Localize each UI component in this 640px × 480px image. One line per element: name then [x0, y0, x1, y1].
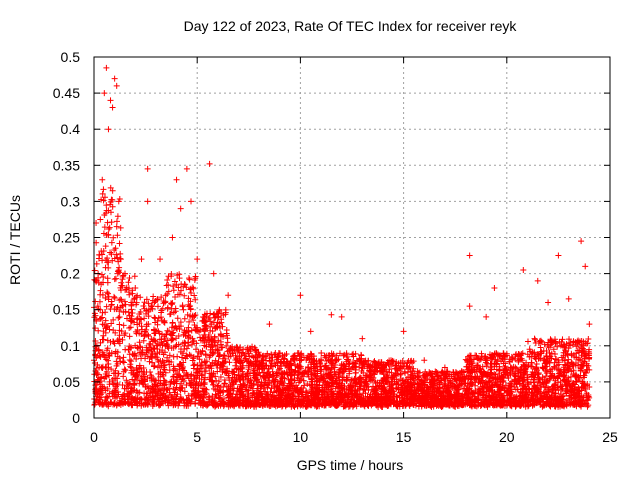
- data-point: [584, 403, 591, 410]
- data-point: [114, 232, 121, 239]
- data-point: [212, 339, 219, 346]
- data-point: [225, 292, 232, 299]
- data-point: [128, 358, 135, 365]
- data-points: [91, 64, 593, 411]
- data-point: [119, 358, 126, 365]
- data-point: [108, 366, 115, 373]
- data-point: [307, 328, 314, 335]
- data-point: [105, 126, 112, 133]
- data-point: [109, 104, 116, 111]
- data-point: [107, 97, 114, 104]
- data-point: [400, 328, 407, 335]
- data-point: [550, 346, 557, 353]
- data-point: [212, 373, 219, 380]
- data-point: [586, 321, 593, 328]
- data-point: [128, 364, 135, 371]
- data-point: [176, 275, 183, 282]
- data-point: [215, 346, 222, 353]
- data-point: [578, 238, 585, 245]
- data-point: [169, 234, 176, 241]
- data-point: [186, 276, 193, 283]
- data-point: [520, 266, 527, 273]
- data-point: [338, 313, 345, 320]
- data-point: [173, 176, 180, 183]
- data-point: [144, 198, 151, 205]
- data-point: [565, 295, 572, 302]
- data-point: [421, 357, 428, 364]
- data-point: [111, 75, 118, 82]
- data-point: [181, 292, 188, 299]
- data-point: [177, 205, 184, 212]
- data-point: [478, 350, 485, 357]
- data-point: [266, 321, 273, 328]
- data-point: [185, 392, 192, 399]
- data-point: [582, 263, 589, 270]
- data-point: [145, 300, 152, 307]
- data-point: [441, 364, 448, 371]
- data-point: [524, 338, 531, 345]
- data-point: [545, 299, 552, 306]
- data-point: [101, 90, 108, 97]
- data-point: [304, 381, 311, 388]
- data-point: [206, 354, 213, 361]
- data-point: [194, 256, 201, 263]
- data-point: [95, 305, 102, 312]
- data-point: [301, 382, 308, 389]
- data-point: [157, 256, 164, 263]
- data-point: [483, 313, 490, 320]
- data-point: [108, 320, 115, 327]
- data-point: [138, 256, 145, 263]
- data-point: [108, 239, 115, 246]
- data-point: [211, 314, 218, 321]
- data-point: [554, 343, 561, 350]
- data-point: [297, 292, 304, 299]
- data-point: [150, 293, 157, 300]
- data-point: [555, 252, 562, 259]
- data-point: [102, 243, 109, 250]
- data-point: [160, 372, 167, 379]
- data-point: [359, 335, 366, 342]
- data-point: [197, 334, 204, 341]
- data-point: [183, 165, 190, 172]
- data-point: [214, 368, 221, 375]
- data-point: [99, 176, 106, 183]
- data-point: [158, 294, 165, 301]
- data-point: [103, 64, 110, 71]
- data-point: [169, 373, 176, 380]
- data-point: [528, 353, 535, 360]
- data-point: [141, 315, 148, 322]
- data-point: [103, 303, 110, 310]
- data-point: [534, 277, 541, 284]
- data-point: [113, 218, 120, 225]
- data-point: [246, 353, 253, 360]
- data-point: [169, 299, 176, 306]
- data-point: [210, 270, 217, 277]
- data-point: [215, 337, 222, 344]
- data-point: [466, 303, 473, 310]
- data-point: [188, 198, 195, 205]
- data-point: [491, 285, 498, 292]
- data-point: [206, 160, 213, 167]
- data-point: [466, 252, 473, 259]
- data-point: [113, 82, 120, 89]
- data-point: [120, 392, 127, 399]
- data-point: [144, 165, 151, 172]
- data-point: [360, 386, 367, 393]
- data-point: [328, 311, 335, 318]
- data-point: [106, 224, 113, 231]
